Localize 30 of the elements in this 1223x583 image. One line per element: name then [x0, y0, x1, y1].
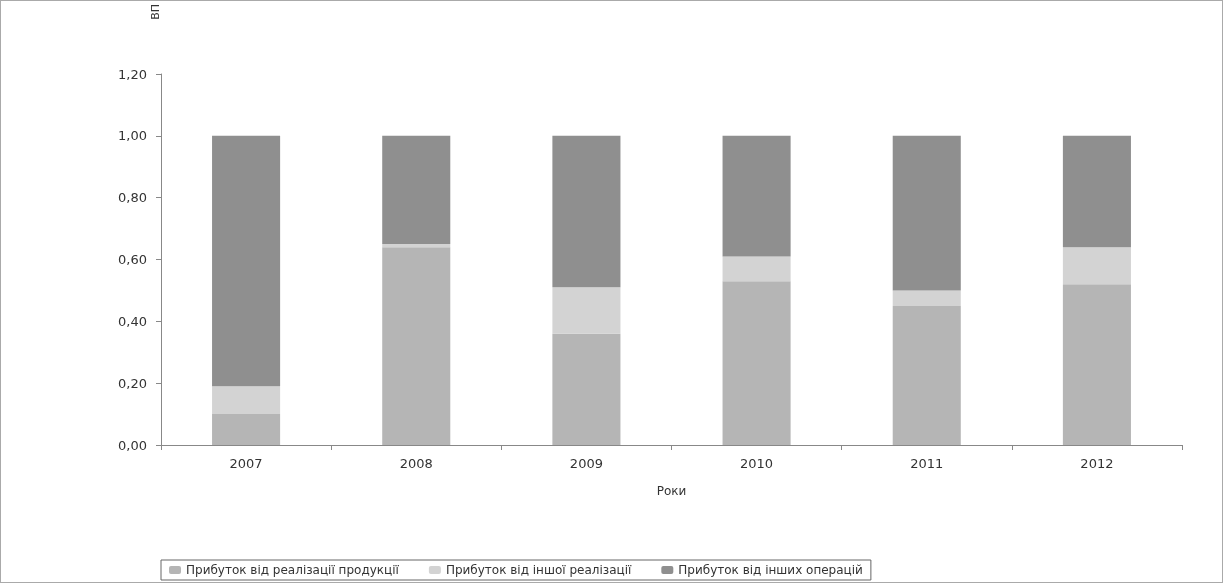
y-tick-label: 1,00: [118, 128, 147, 144]
y-tick-label: 0,40: [118, 313, 147, 329]
bar: [382, 244, 451, 248]
legend-label: Прибуток від реалізації продукції: [186, 563, 400, 577]
bar: [892, 290, 961, 306]
x-axis-title: Роки: [656, 484, 687, 498]
bar: [212, 386, 281, 415]
x-tick-label: 2012: [1080, 456, 1114, 471]
bar: [722, 135, 791, 257]
x-tick-label: 2010: [740, 456, 774, 471]
bar: [892, 135, 961, 291]
y-axis-title: ВП: [149, 4, 162, 20]
y-tick-label: 0,60: [118, 252, 147, 267]
x-tick-label: 2007: [229, 456, 263, 471]
y-tick-label: 0,20: [118, 375, 147, 391]
bar: [722, 256, 791, 282]
bar: [382, 135, 451, 245]
y-tick-label: 1,20: [118, 66, 147, 82]
bar: [552, 135, 621, 288]
legend-label: Прибуток від іншої реалізації: [445, 563, 632, 577]
x-tick-label: 2009: [569, 456, 603, 471]
bar: [212, 135, 281, 387]
bar: [552, 287, 621, 334]
legend-label: Прибуток від інших операцій: [678, 563, 863, 577]
x-tick-label: 2008: [399, 456, 433, 471]
y-tick-label: 0,80: [118, 190, 147, 206]
x-tick-label: 2011: [910, 456, 944, 471]
bar: [1062, 247, 1131, 285]
bar: [1062, 135, 1131, 248]
y-tick-label: 0,00: [118, 437, 147, 453]
